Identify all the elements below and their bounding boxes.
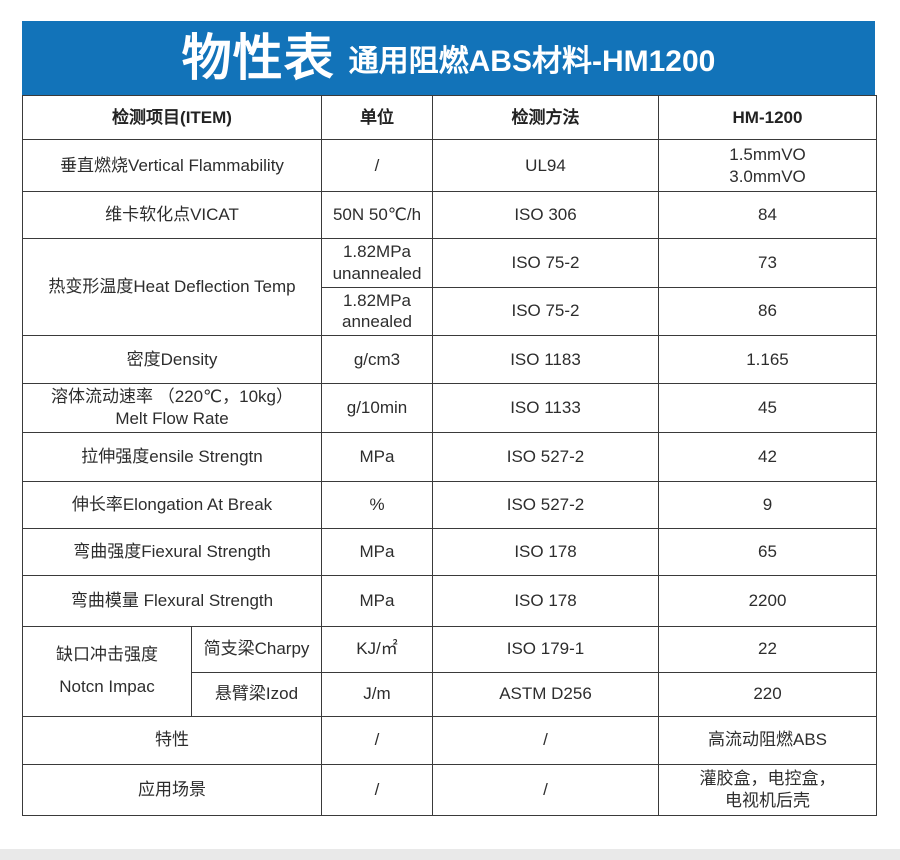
cell-hdt1-value: 73 <box>658 238 877 288</box>
spec-table: 检测项目(ITEM) 单位 检测方法 HM-1200 垂直燃烧Vertical … <box>22 95 877 816</box>
banner: 物性表 通用阻燃ABS材料-HM1200 <box>22 21 875 95</box>
cell-flex-strength-unit: MPa <box>321 527 433 576</box>
row-flex-strength: 弯曲强度Fiexural Strength MPa ISO 178 65 <box>22 527 877 576</box>
cell-hdt2-unit: 1.82MPa annealed <box>321 286 433 336</box>
cell-elongation-value: 9 <box>658 480 877 529</box>
cell-flammability-item: 垂直燃烧Vertical Flammability <box>22 139 322 192</box>
cell-flex-strength-value: 65 <box>658 527 877 576</box>
cell-impact-izod-unit: J/m <box>321 671 433 717</box>
cell-impact-item: 缺口冲击强度 Notcn Impac <box>22 625 192 717</box>
cell-impact-izod-method: ASTM D256 <box>432 671 659 717</box>
hdt1-unit-line2: unannealed <box>332 263 422 283</box>
cell-hdt2-method: ISO 75-2 <box>432 286 659 336</box>
cell-impact-izod-value: 220 <box>658 671 877 717</box>
cell-features-unit: / <box>321 715 433 765</box>
cell-impact-charpy-method: ISO 179-1 <box>432 625 659 673</box>
cell-hdt1-unit: 1.82MPa unannealed <box>321 238 433 288</box>
row-flex-modulus: 弯曲模量 Flexural Strength MPa ISO 178 2200 <box>22 574 877 627</box>
cell-melt-flow-item: 溶体流动速率 （220℃，10kg） Melt Flow Rate <box>22 383 322 433</box>
row-applications: 应用场景 / / 灌胶盒，电控盒， 电视机后壳 <box>22 763 877 816</box>
flammability-value-line2: 3.0mmVO <box>729 166 806 186</box>
row-impact-izod: 悬臂梁Izod J/m ASTM D256 220 <box>23 671 877 717</box>
cell-hdt1-method: ISO 75-2 <box>432 238 659 288</box>
cell-tensile-value: 42 <box>658 431 877 482</box>
cell-impact-charpy-type: 简支梁Charpy <box>191 625 322 673</box>
cell-hdt-item: 热变形温度Heat Deflection Temp <box>22 238 322 336</box>
header-item: 检测项目(ITEM) <box>22 95 322 140</box>
cell-applications-item: 应用场景 <box>22 763 322 816</box>
cell-melt-flow-value: 45 <box>658 383 877 433</box>
cell-vicat-unit: 50N 50℃/h <box>321 191 433 239</box>
cell-flex-strength-item: 弯曲强度Fiexural Strength <box>22 527 322 576</box>
header-unit: 单位 <box>321 95 433 140</box>
header-row: 检测项目(ITEM) 单位 检测方法 HM-1200 <box>22 95 877 140</box>
cell-applications-value: 灌胶盒，电控盒， 电视机后壳 <box>658 763 877 816</box>
footer-band <box>0 849 900 860</box>
cell-density-item: 密度Density <box>22 335 322 384</box>
cell-density-value: 1.165 <box>658 335 877 384</box>
cell-impact-charpy-unit: KJ/㎡ <box>321 625 433 673</box>
hdt2-unit-line1: 1.82MPa <box>342 290 412 310</box>
cell-elongation-item: 伸长率Elongation At Break <box>22 480 322 529</box>
impact-item-line1: 缺口冲击强度 <box>56 645 158 665</box>
cell-flammability-value: 1.5mmVO 3.0mmVO <box>658 139 877 192</box>
cell-melt-flow-unit: g/10min <box>321 383 433 433</box>
melt-flow-item-line1: 溶体流动速率 （220℃，10kg） <box>50 387 294 406</box>
row-hdt-annealed: 1.82MPa annealed ISO 75-2 86 <box>23 286 877 336</box>
flammability-value-line1: 1.5mmVO <box>729 144 806 164</box>
cell-flex-modulus-method: ISO 178 <box>432 574 659 627</box>
impact-item-line2: Notcn Impac <box>59 677 155 696</box>
row-flammability: 垂直燃烧Vertical Flammability / UL94 1.5mmVO… <box>22 139 877 192</box>
cell-flammability-method: UL94 <box>432 139 659 192</box>
melt-flow-item-line2: Melt Flow Rate <box>115 408 229 428</box>
cell-melt-flow-method: ISO 1133 <box>432 383 659 433</box>
cell-tensile-item: 拉伸强度ensile Strengtn <box>22 431 322 482</box>
cell-flammability-unit: / <box>321 139 433 192</box>
cell-flex-modulus-value: 2200 <box>658 574 877 627</box>
cell-features-value: 高流动阻燃ABS <box>658 715 877 765</box>
header-method: 检测方法 <box>432 95 659 140</box>
cell-features-method: / <box>432 715 659 765</box>
row-melt-flow: 溶体流动速率 （220℃，10kg） Melt Flow Rate g/10mi… <box>22 383 877 433</box>
cell-flex-modulus-item: 弯曲模量 Flexural Strength <box>22 574 322 627</box>
row-vicat: 维卡软化点VICAT 50N 50℃/h ISO 306 84 <box>22 191 877 239</box>
cell-features-item: 特性 <box>22 715 322 765</box>
cell-flex-modulus-unit: MPa <box>321 574 433 627</box>
row-tensile: 拉伸强度ensile Strengtn MPa ISO 527-2 42 <box>22 431 877 482</box>
header-grade: HM-1200 <box>658 95 877 140</box>
cell-hdt2-value: 86 <box>658 286 877 336</box>
applications-value-line1: 灌胶盒，电控盒， <box>699 768 836 788</box>
cell-impact-charpy-value: 22 <box>658 625 877 673</box>
hdt1-unit-line1: 1.82MPa <box>342 242 412 261</box>
row-elongation: 伸长率Elongation At Break % ISO 527-2 9 <box>22 480 877 529</box>
cell-vicat-value: 84 <box>658 191 877 239</box>
cell-vicat-method: ISO 306 <box>432 191 659 239</box>
cell-density-method: ISO 1183 <box>432 335 659 384</box>
cell-applications-method: / <box>432 763 659 816</box>
row-hdt-unannealed: 热变形温度Heat Deflection Temp 1.82MPa unanne… <box>22 238 877 336</box>
cell-applications-unit: / <box>321 763 433 816</box>
cell-density-unit: g/cm3 <box>321 335 433 384</box>
hdt2-unit-line2: annealed <box>342 312 412 332</box>
cell-tensile-unit: MPa <box>321 431 433 482</box>
row-features: 特性 / / 高流动阻燃ABS <box>22 715 877 765</box>
cell-vicat-item: 维卡软化点VICAT <box>22 191 322 239</box>
cell-impact-izod-type: 悬臂梁Izod <box>191 671 322 717</box>
cell-elongation-unit: % <box>321 480 433 529</box>
applications-value-line2: 电视机后壳 <box>725 790 810 810</box>
cell-tensile-method: ISO 527-2 <box>432 431 659 482</box>
cell-flex-strength-method: ISO 178 <box>432 527 659 576</box>
banner-title: 物性表 <box>181 30 335 86</box>
row-density: 密度Density g/cm3 ISO 1183 1.165 <box>22 335 877 384</box>
cell-elongation-method: ISO 527-2 <box>432 480 659 529</box>
banner-subtitle: 通用阻燃ABS材料-HM1200 <box>348 45 716 78</box>
row-impact-charpy: 缺口冲击强度 Notcn Impac 简支梁Charpy KJ/㎡ ISO 17… <box>22 625 877 717</box>
